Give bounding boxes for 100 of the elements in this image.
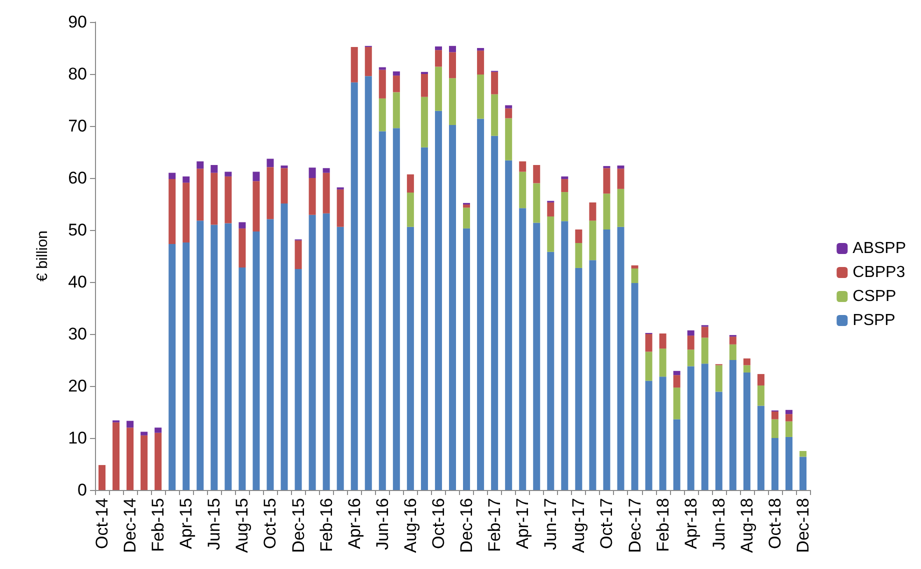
bar xyxy=(575,243,582,268)
bar xyxy=(448,124,456,490)
bar xyxy=(785,421,792,437)
bar xyxy=(617,188,624,227)
bar xyxy=(715,392,722,490)
bar xyxy=(448,46,456,52)
bar xyxy=(603,229,610,490)
x-tick-label: Jun-15 xyxy=(204,498,224,550)
bar xyxy=(687,336,694,350)
x-tick-label: Apr-17 xyxy=(513,498,532,550)
bar xyxy=(589,220,596,260)
bar xyxy=(463,204,470,208)
bar xyxy=(294,269,302,490)
bar xyxy=(406,174,414,193)
bar xyxy=(743,372,750,490)
y-tick-label: 40 xyxy=(68,272,87,292)
y-tick-label: 20 xyxy=(68,376,87,396)
y-tick-label: 0 xyxy=(78,480,87,500)
bar xyxy=(575,229,582,243)
x-tick-label: Feb-18 xyxy=(653,498,672,552)
bar xyxy=(491,94,498,136)
bar xyxy=(771,419,778,438)
bar xyxy=(645,334,652,352)
x-tick-label: Oct-18 xyxy=(765,498,784,550)
bar xyxy=(757,406,764,490)
bar xyxy=(448,78,456,125)
bar xyxy=(687,366,694,490)
bar xyxy=(434,50,442,67)
bar xyxy=(631,265,638,268)
bar xyxy=(757,385,764,406)
bar xyxy=(140,435,148,490)
bar xyxy=(252,232,260,490)
bar xyxy=(729,360,736,490)
x-tick-label: Oct-15 xyxy=(260,498,280,550)
bar xyxy=(322,168,330,173)
bar xyxy=(280,166,288,168)
legend-label: CSPP xyxy=(852,288,896,305)
bar xyxy=(547,202,554,216)
bar xyxy=(154,428,162,433)
bar xyxy=(238,222,246,228)
x-tick-label: Feb-17 xyxy=(485,498,504,552)
bar xyxy=(196,168,204,221)
bar xyxy=(603,194,610,230)
bar xyxy=(631,283,638,490)
bar xyxy=(659,348,666,377)
bar xyxy=(491,72,498,94)
x-tick-label: Dec-17 xyxy=(625,498,644,553)
bar xyxy=(238,228,246,268)
bar xyxy=(743,365,750,372)
bar xyxy=(561,221,568,490)
bar xyxy=(617,168,624,189)
x-tick-label: Dec-14 xyxy=(120,498,140,553)
bar xyxy=(687,350,694,366)
bar xyxy=(392,128,400,490)
bar xyxy=(196,220,204,490)
bar xyxy=(350,46,358,82)
bar xyxy=(420,74,428,97)
x-tick-label: Feb-15 xyxy=(148,498,168,552)
bar xyxy=(126,428,134,490)
bar xyxy=(645,352,652,381)
x-tick-label: Oct-16 xyxy=(428,498,448,550)
legend-label: CBPP3 xyxy=(852,264,906,281)
bar xyxy=(589,202,596,221)
bar xyxy=(224,176,232,224)
bar xyxy=(182,176,190,183)
bar xyxy=(799,456,806,490)
bar xyxy=(505,105,512,108)
bar xyxy=(673,388,680,420)
bar xyxy=(519,161,526,172)
bar xyxy=(378,67,386,70)
bar xyxy=(210,165,218,173)
bar xyxy=(406,226,414,490)
bar xyxy=(238,267,246,490)
bar xyxy=(729,336,736,344)
x-tick-label: Apr-16 xyxy=(344,498,364,550)
bar xyxy=(477,48,484,51)
bar xyxy=(322,172,330,214)
bar xyxy=(378,70,386,98)
x-tick-label: Aug-15 xyxy=(232,498,252,553)
bar xyxy=(617,166,624,169)
bar xyxy=(434,46,442,50)
bar xyxy=(336,226,344,490)
bar xyxy=(364,76,372,490)
bar xyxy=(448,52,456,78)
bar xyxy=(154,432,162,490)
bar xyxy=(463,208,470,228)
bar xyxy=(505,108,512,118)
bar xyxy=(757,374,764,386)
bar xyxy=(701,326,708,338)
x-tick-label: Oct-14 xyxy=(92,498,112,550)
bar xyxy=(224,223,232,490)
bar xyxy=(673,370,680,376)
bar xyxy=(280,168,288,204)
bar xyxy=(140,432,148,436)
bar xyxy=(378,98,386,132)
bar xyxy=(743,358,750,366)
bar xyxy=(687,330,694,336)
bar xyxy=(336,189,344,227)
x-tick-label: Jun-18 xyxy=(709,498,728,550)
bar xyxy=(659,376,666,490)
